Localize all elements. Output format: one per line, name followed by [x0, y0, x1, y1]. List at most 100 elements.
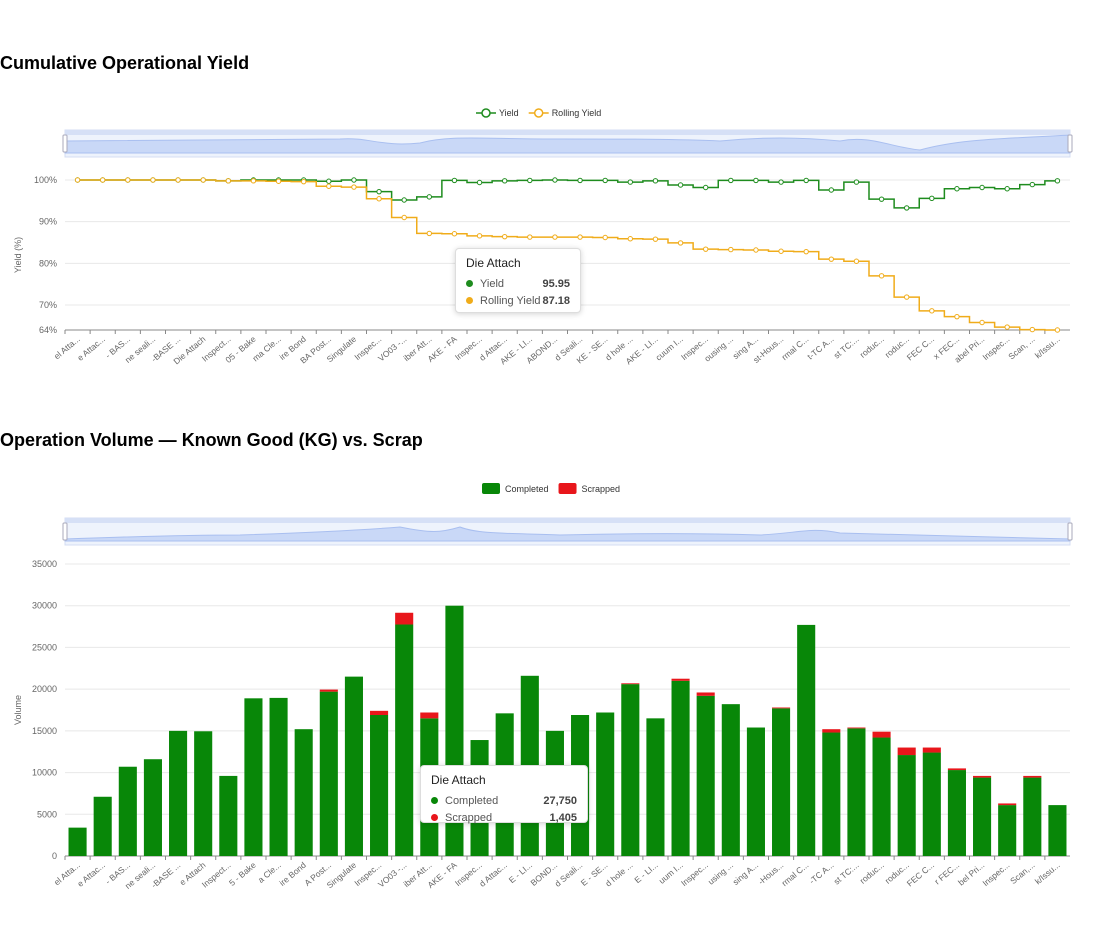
- legend-label: Yield: [499, 108, 519, 118]
- tooltip-value: 87.18: [542, 294, 570, 307]
- point: [778, 248, 784, 254]
- point: [803, 177, 809, 184]
- chart: 0 5000 10000 15000 20000 25000 30000 35000 Volum…: [13, 483, 1073, 891]
- x-tick-label: k/Issu...: [1033, 334, 1062, 360]
- y-axis-title: Yield (%): [13, 237, 23, 273]
- point: [1029, 326, 1036, 333]
- tooltip-dot: [431, 797, 438, 804]
- legend-marker: [482, 483, 500, 494]
- x-tick-label: t-TC A...: [805, 334, 835, 362]
- point: [501, 178, 508, 184]
- bar: [797, 624, 816, 856]
- y-tick-label: 5000: [37, 809, 57, 819]
- point: [501, 233, 508, 240]
- tooltip-name: Rolling Yield: [480, 294, 541, 307]
- point: [451, 231, 458, 237]
- bar: [1023, 777, 1042, 856]
- bar: [621, 683, 640, 685]
- series-line: [77, 179, 1058, 209]
- legend-marker: [533, 108, 544, 118]
- y-tick-label: 90%: [39, 217, 57, 227]
- point: [979, 319, 985, 326]
- point: [577, 177, 583, 184]
- y-tick-label: 70%: [39, 300, 57, 310]
- tooltip-value: 95.95: [542, 277, 570, 290]
- point: [728, 177, 734, 184]
- point: [853, 179, 860, 185]
- point: [376, 188, 382, 195]
- point: [376, 196, 382, 202]
- bar: [847, 727, 866, 729]
- point: [677, 182, 684, 188]
- x-tick-label: d hole ...: [603, 860, 634, 889]
- tooltip-row: Completed 27,750: [431, 792, 577, 809]
- x-tick-label: e Attac...: [75, 860, 107, 889]
- point: [552, 234, 558, 240]
- bar: [746, 727, 765, 856]
- y-tick-label: 100%: [34, 175, 57, 185]
- bar: [68, 827, 87, 856]
- bar: [344, 676, 363, 856]
- point: [903, 294, 910, 300]
- tooltip-dot: [466, 280, 473, 287]
- y-tick-label: 35000: [32, 559, 57, 569]
- point: [602, 234, 608, 241]
- bar: [370, 710, 389, 716]
- bar: [922, 747, 941, 753]
- x-tick-label: E - LI...: [632, 860, 659, 885]
- tooltip-value: 27,750: [543, 794, 577, 807]
- point: [401, 214, 407, 221]
- legend-marker: [481, 108, 491, 118]
- tooltip-name: Yield: [480, 277, 505, 290]
- bar: [169, 730, 188, 856]
- tooltip-row: Rolling Yield 87.18: [466, 292, 570, 309]
- point: [577, 234, 583, 240]
- tooltip: Die Attach Yield 95.95 Rolling Yield 87.18: [455, 248, 581, 313]
- tooltip-dot: [466, 297, 473, 304]
- point: [175, 177, 181, 183]
- point: [702, 246, 709, 252]
- point: [627, 179, 634, 185]
- legend-label: Scrapped: [582, 484, 621, 494]
- bar: [922, 752, 941, 856]
- point: [929, 308, 935, 314]
- point: [803, 248, 809, 255]
- x-tick-label: e Attac...: [75, 334, 107, 363]
- bar: [93, 796, 112, 856]
- y-tick-label: 25000: [32, 642, 57, 652]
- point: [878, 196, 885, 202]
- bar: [319, 691, 338, 856]
- bar: [194, 731, 213, 856]
- zoom-slider[interactable]: [62, 517, 1073, 546]
- bar: [947, 768, 966, 771]
- bar: [1048, 805, 1067, 856]
- zoom-slider[interactable]: [62, 129, 1073, 158]
- bar: [143, 759, 162, 856]
- x-tick-label: rmal C...: [779, 334, 810, 362]
- bar: [646, 718, 665, 856]
- x-tick-label: rmal C...: [779, 860, 810, 888]
- x-tick-label: sing A...: [731, 860, 761, 887]
- y-tick-label: 80%: [39, 258, 57, 268]
- point: [753, 247, 759, 253]
- bar: [998, 805, 1017, 856]
- x-tick-label: Scan, ...: [1006, 334, 1036, 362]
- tooltip-name: Completed: [445, 794, 499, 807]
- bar: [998, 803, 1017, 806]
- bar: [822, 729, 841, 733]
- x-tick-label: roduc...: [858, 334, 886, 360]
- x-tick-label: ire Bond: [277, 860, 308, 888]
- chart: 64%70%80%90%100%Yield (%)el Atta...e Att…: [13, 108, 1073, 366]
- bar: [822, 732, 841, 856]
- bar: [1023, 775, 1042, 778]
- bar: [872, 737, 891, 856]
- point: [527, 234, 533, 240]
- point: [979, 184, 985, 191]
- point: [853, 258, 860, 264]
- point: [275, 178, 282, 184]
- point: [702, 184, 709, 191]
- point: [1029, 181, 1036, 188]
- tooltip-row: Scrapped 1,405: [431, 809, 577, 826]
- point: [602, 177, 608, 184]
- legend-label: Completed: [505, 484, 549, 494]
